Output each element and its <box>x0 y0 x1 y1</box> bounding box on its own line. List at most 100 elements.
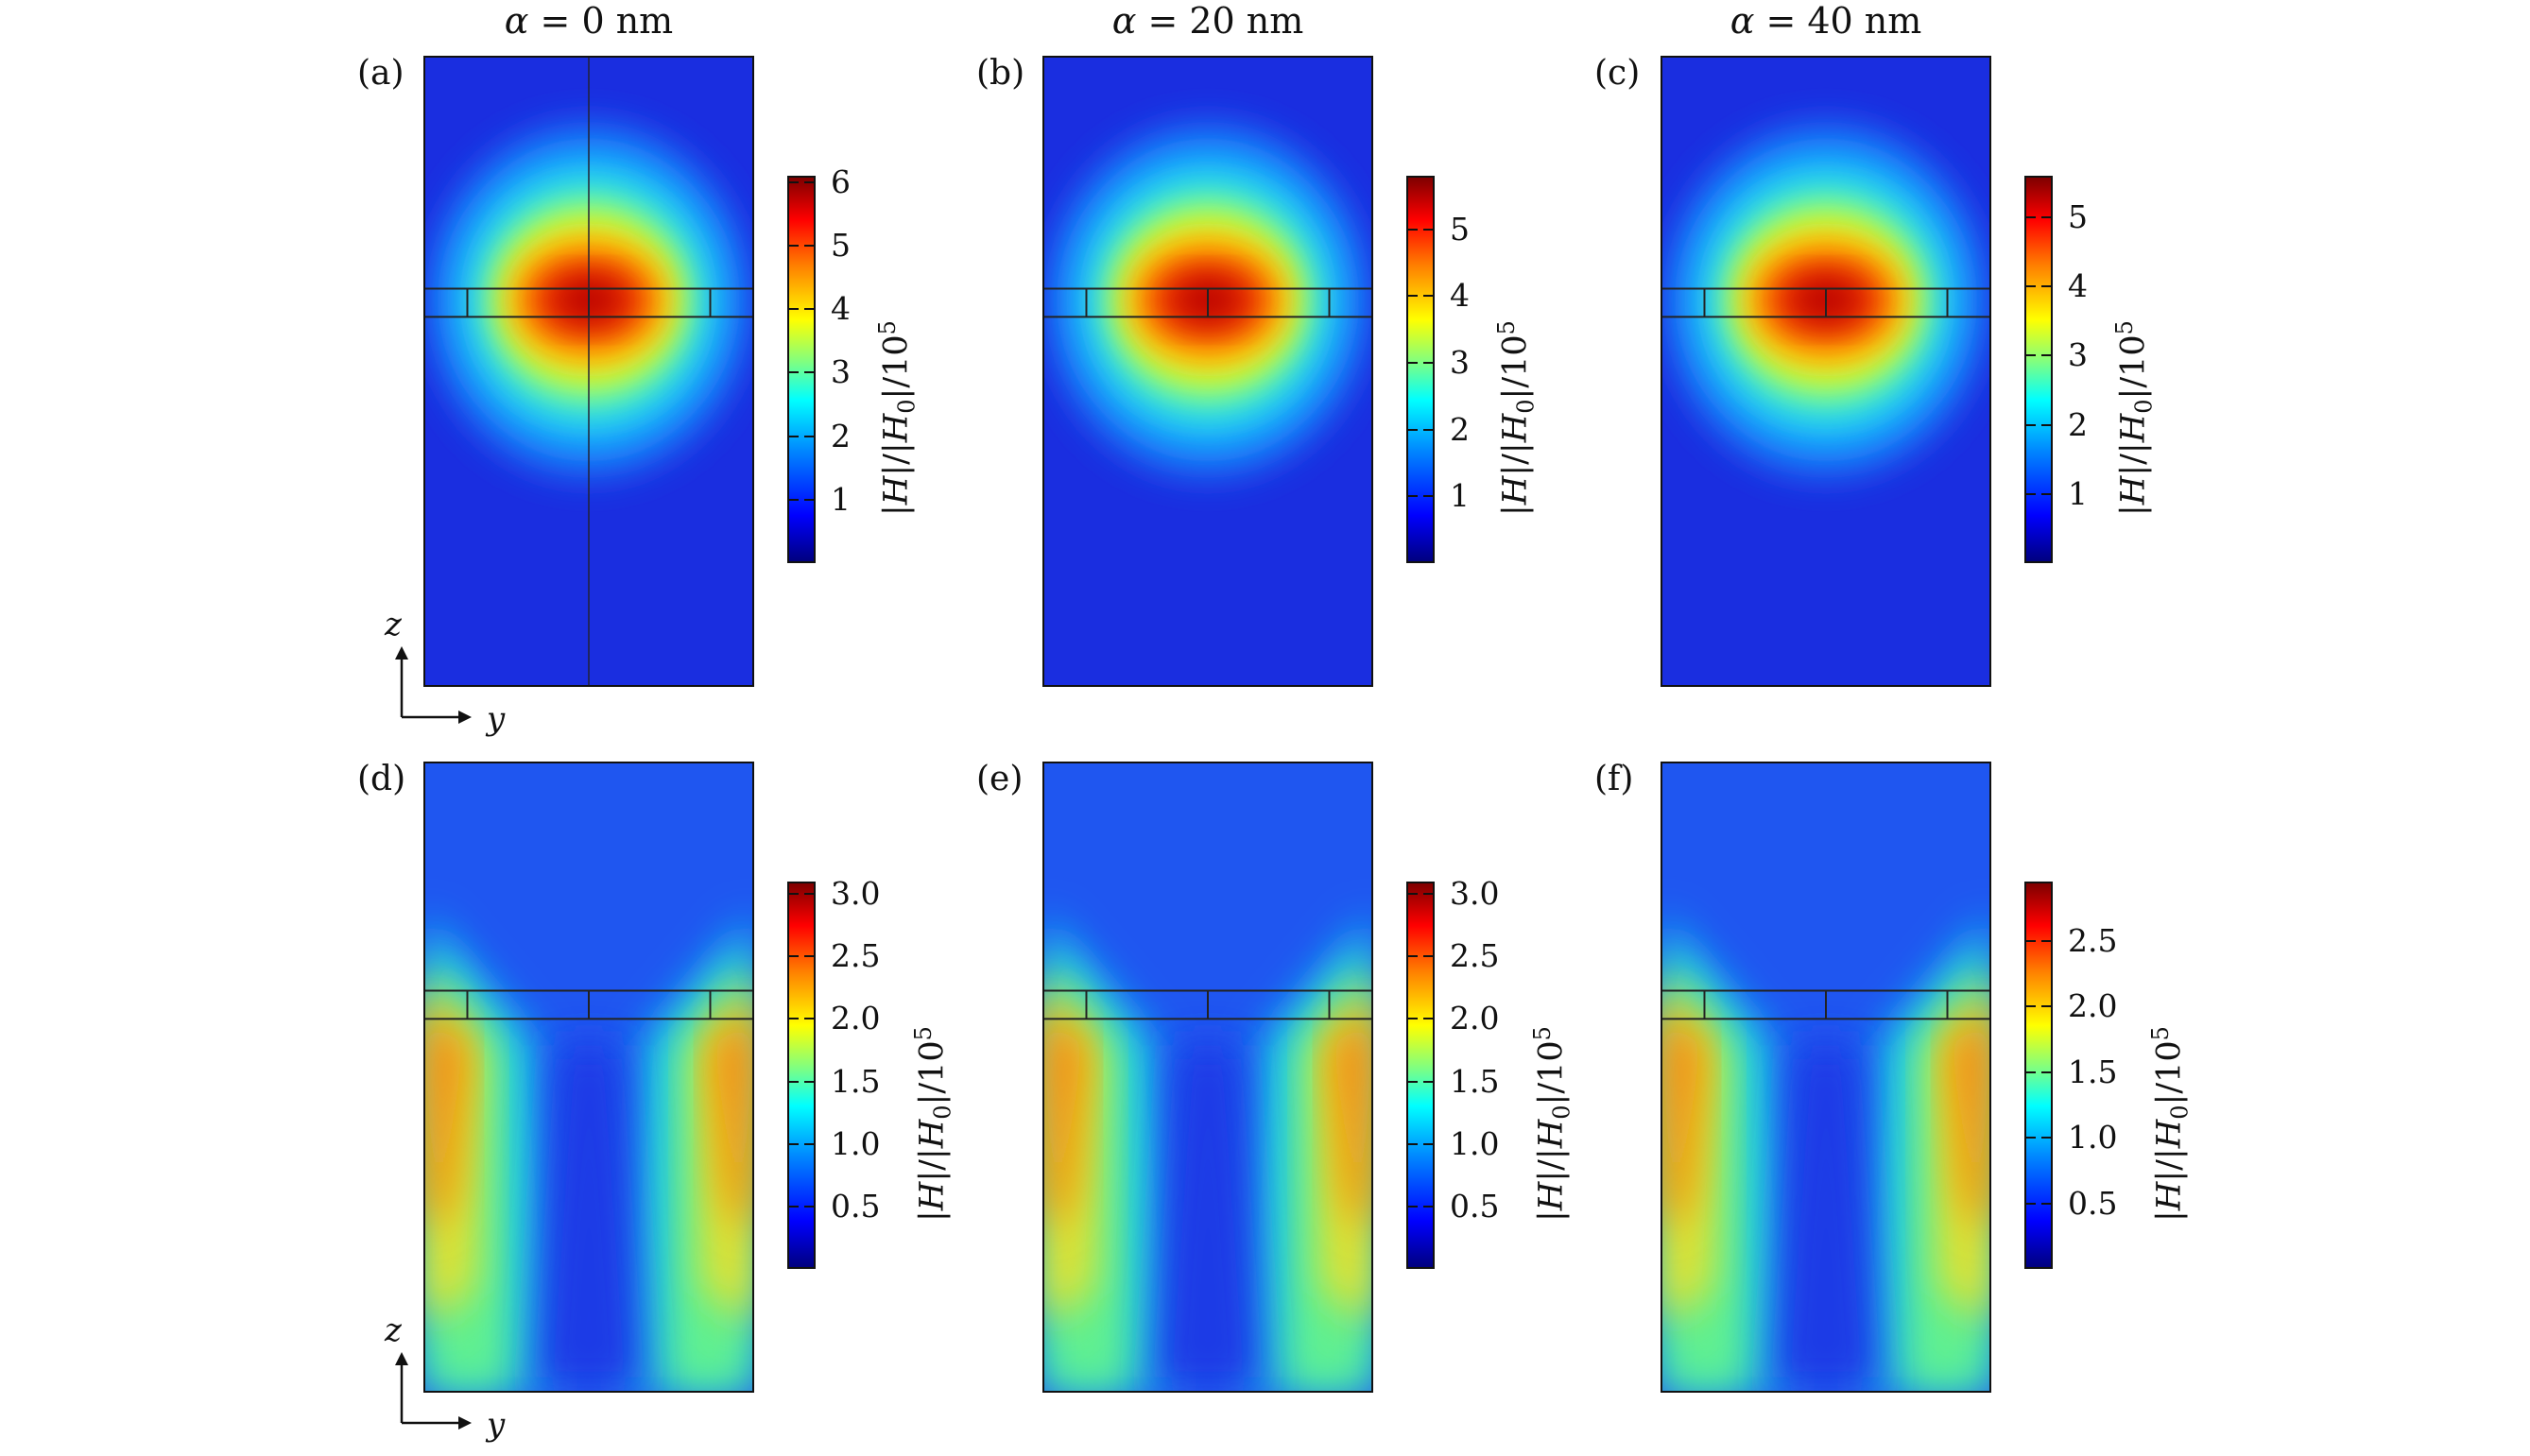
colorbar-label-part: |/| <box>1532 1148 1571 1182</box>
colorbar-tick-label: 1.0 <box>2068 1119 2118 1156</box>
alpha-value: = 20 nm <box>1136 0 1304 42</box>
colorbar <box>787 882 816 1269</box>
colorbar-tick <box>804 435 816 437</box>
colorbar-label-part: | <box>913 1210 952 1222</box>
axis-indicator <box>395 1352 472 1430</box>
colorbar-label-part: |/10 <box>2114 334 2153 400</box>
colorbar-label-part: H <box>1532 1119 1571 1149</box>
column-title: α = 20 nm <box>972 0 1444 42</box>
colorbar-tick <box>1406 1080 1418 1083</box>
colorbar-tick <box>1406 893 1418 896</box>
colorbar-tick <box>2041 423 2053 426</box>
colorbar-tick <box>1406 955 1418 958</box>
colorbar-tick <box>804 1018 816 1020</box>
colorbar-tick <box>787 180 799 183</box>
colorbar-tick-label: 1.0 <box>1450 1124 1500 1162</box>
colorbar-tick-label: 1 <box>1450 477 1470 515</box>
colorbar-label-part: | <box>1532 1210 1571 1222</box>
field-map <box>1661 56 1991 687</box>
colorbar-tick-label: 2.0 <box>831 1000 881 1037</box>
colorbar-label-part: |/| <box>2150 1148 2189 1182</box>
colorbar-tick <box>804 893 816 896</box>
z-arrowhead <box>395 646 408 659</box>
colorbar-label-part: H <box>913 1181 952 1211</box>
colorbar-label-part: 5 <box>2147 1026 2174 1041</box>
colorbar-tick <box>2041 354 2053 357</box>
panel-letter: (a) <box>357 54 404 93</box>
colorbar-label-part: H <box>913 1119 952 1149</box>
colorbar-tick <box>2041 492 2053 495</box>
field-map-svg <box>1662 58 1989 685</box>
field-map <box>1042 56 1373 687</box>
colorbar-tick <box>2024 1137 2036 1139</box>
colorbar-tick <box>787 498 799 501</box>
colorbar-tick <box>1423 295 1435 298</box>
colorbar-tick <box>1423 1080 1435 1083</box>
colorbar-tick-label: 2.0 <box>2068 987 2118 1025</box>
column-title: α = 0 nm <box>353 0 825 42</box>
colorbar-label-part: 5 <box>874 320 901 335</box>
field-map-svg <box>1662 763 1989 1391</box>
colorbar <box>787 176 816 563</box>
colorbar-tick-label: 3.0 <box>1450 875 1500 913</box>
side-lobe <box>1332 1002 1371 1234</box>
column-title: α = 40 nm <box>1590 0 2062 42</box>
colorbar-tick-label: 3 <box>2068 336 2088 374</box>
colorbar-tick-label: 0.5 <box>831 1187 881 1225</box>
colorbar <box>2024 882 2053 1269</box>
colorbar-label: |H|/|H0|/105 <box>1529 1026 1575 1222</box>
center-channel <box>1151 1045 1265 1391</box>
panel-letter: (f) <box>1594 760 1634 798</box>
colorbar-tick <box>2024 285 2036 288</box>
colorbar-label-part: H <box>2114 475 2153 505</box>
colorbar-tick <box>787 1142 799 1145</box>
colorbar-label-part: 0 <box>2130 399 2158 414</box>
alpha-value: = 0 nm <box>528 0 674 42</box>
colorbar-tick <box>787 371 799 374</box>
colorbar-label-part: H <box>1496 413 1535 443</box>
colorbar-tick <box>2041 1005 2053 1008</box>
field-map <box>423 56 754 687</box>
colorbar-tick <box>804 955 816 958</box>
z-axis-label: z <box>385 606 402 643</box>
colorbar-tick-label: 2.0 <box>1450 1000 1500 1037</box>
colorbar-tick <box>804 244 816 247</box>
y-arrowhead <box>458 711 472 724</box>
side-lobe <box>425 1002 465 1234</box>
colorbar-label-part: |/10 <box>913 1040 952 1105</box>
colorbar-tick <box>2024 215 2036 218</box>
colorbar-tick <box>2024 939 2036 942</box>
field-map <box>1042 762 1373 1393</box>
colorbar-tick <box>1423 955 1435 958</box>
colorbar-tick <box>804 371 816 374</box>
colorbar-tick-label: 2 <box>1450 410 1470 448</box>
colorbar-tick-label: 1.5 <box>1450 1062 1500 1100</box>
colorbar-tick <box>2041 215 2053 218</box>
colorbar-tick-label: 1 <box>2068 474 2088 512</box>
colorbar-tick-label: 4 <box>831 290 851 328</box>
colorbar-tick-label: 0.5 <box>2068 1184 2118 1222</box>
colorbar-label-part: |/10 <box>2150 1040 2189 1105</box>
colorbar-tick <box>2041 1137 2053 1139</box>
colorbar-tick <box>2041 1071 2053 1073</box>
side-lobe <box>1044 1002 1084 1234</box>
colorbar-tick <box>1406 495 1418 498</box>
colorbar-tick-label: 3.0 <box>831 875 881 913</box>
side-lobe <box>1950 1002 1989 1234</box>
colorbar-label-part: |/| <box>2114 442 2153 476</box>
side-lobe <box>713 1002 752 1234</box>
colorbar-label: |H|/|H0|/105 <box>2147 1026 2194 1222</box>
colorbar-tick-label: 4 <box>1450 277 1470 315</box>
colorbar-tick <box>1406 361 1418 364</box>
colorbar-label-part: H <box>1532 1181 1571 1211</box>
panel-letter: (e) <box>976 760 1024 798</box>
colorbar-tick-label: 1.5 <box>2068 1053 2118 1090</box>
y-axis-label: y <box>487 1406 506 1444</box>
colorbar-tick <box>787 435 799 437</box>
colorbar-label-part: H <box>1496 475 1535 505</box>
colorbar-label: |H|/|H0|/105 <box>874 320 921 516</box>
colorbar-label-part: 0 <box>893 399 921 414</box>
colorbar-tick <box>2024 354 2036 357</box>
colorbar-tick <box>1406 1205 1418 1208</box>
colorbar-label-part: |/10 <box>877 334 916 400</box>
